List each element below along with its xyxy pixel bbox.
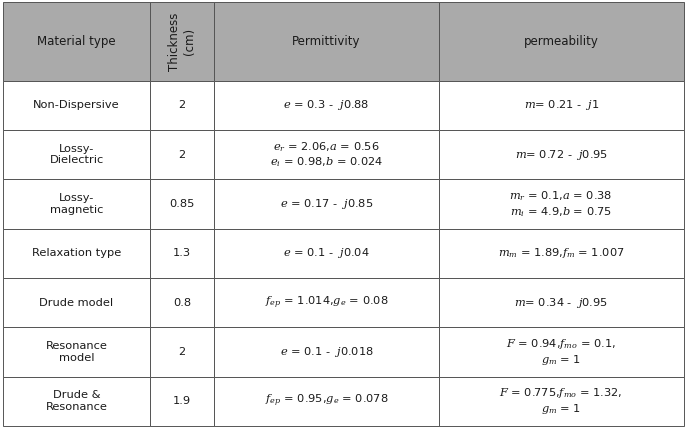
Text: 0.85: 0.85 <box>169 199 194 209</box>
Bar <box>439 377 684 426</box>
Bar <box>3 377 150 426</box>
Bar <box>439 80 684 130</box>
Text: 0.8: 0.8 <box>173 297 191 308</box>
Text: $m_m$ = 1.89,$f_m$ = 1.007: $m_m$ = 1.89,$f_m$ = 1.007 <box>498 246 624 260</box>
Text: $e_r$ = 2.06,$a$ = 0.56
$e_i$ = 0.98,$b$ = 0.024: $e_r$ = 2.06,$a$ = 0.56 $e_i$ = 0.98,$b$… <box>270 140 383 169</box>
Bar <box>439 130 684 179</box>
Text: $F$ = 0.94,$f_{mo}$ = 0.1,
$g_m$ = 1: $F$ = 0.94,$f_{mo}$ = 0.1, $g_m$ = 1 <box>506 337 616 367</box>
Text: Material type: Material type <box>37 35 116 48</box>
Bar <box>439 2 684 80</box>
Text: $m$= 0.72 -  $j$0.95: $m$= 0.72 - $j$0.95 <box>515 148 608 161</box>
Bar <box>150 2 214 80</box>
Text: 1.3: 1.3 <box>173 248 191 258</box>
Text: Thickness
(cm): Thickness (cm) <box>168 12 196 71</box>
Text: Resonance
model: Resonance model <box>45 341 107 363</box>
Bar <box>150 377 214 426</box>
Text: Drude &
Resonance: Drude & Resonance <box>45 390 107 412</box>
Text: 2: 2 <box>179 149 185 160</box>
Bar <box>214 130 439 179</box>
Text: $m_r$ = 0.1,$a$ = 0.38
$m_i$ = 4.9,$b$ = 0.75: $m_r$ = 0.1,$a$ = 0.38 $m_i$ = 4.9,$b$ =… <box>510 189 613 219</box>
Text: permeability: permeability <box>523 35 598 48</box>
Bar <box>214 229 439 278</box>
Text: $e$ = 0.17 -  $j$0.85: $e$ = 0.17 - $j$0.85 <box>280 197 373 211</box>
Bar <box>439 327 684 377</box>
Bar <box>214 327 439 377</box>
Text: Permittivity: Permittivity <box>292 35 361 48</box>
Bar <box>150 278 214 327</box>
Bar <box>150 179 214 229</box>
Bar <box>150 80 214 130</box>
Text: 1.9: 1.9 <box>173 396 191 406</box>
Bar <box>214 377 439 426</box>
Text: $m$= 0.21 -  $j$1: $m$= 0.21 - $j$1 <box>523 98 599 112</box>
Text: $e$ = 0.3 -  $j$0.88: $e$ = 0.3 - $j$0.88 <box>283 98 370 112</box>
Bar <box>3 229 150 278</box>
Text: 2: 2 <box>179 347 185 357</box>
Text: $f_{ep}$ = 1.014,$g_e$ = 0.08: $f_{ep}$ = 1.014,$g_e$ = 0.08 <box>264 294 388 311</box>
Text: $f_{ep}$ = 0.95,$g_e$ = 0.078: $f_{ep}$ = 0.95,$g_e$ = 0.078 <box>264 393 388 410</box>
Text: $m$= 0.34 -  $j$0.95: $m$= 0.34 - $j$0.95 <box>514 295 608 309</box>
Bar <box>214 278 439 327</box>
Text: Drude model: Drude model <box>39 297 113 308</box>
Text: Non-Dispersive: Non-Dispersive <box>33 100 120 110</box>
Bar <box>214 80 439 130</box>
Text: $e$ = 0.1 -  $j$0.04: $e$ = 0.1 - $j$0.04 <box>283 246 370 260</box>
Text: $F$ = 0.775,$f_{mo}$ = 1.32,
$g_m$ = 1: $F$ = 0.775,$f_{mo}$ = 1.32, $g_m$ = 1 <box>499 386 623 416</box>
Bar <box>439 278 684 327</box>
Bar <box>150 130 214 179</box>
Text: $e$ = 0.1 -  $j$0.018: $e$ = 0.1 - $j$0.018 <box>280 345 374 359</box>
Text: Relaxation type: Relaxation type <box>32 248 121 258</box>
Bar <box>150 327 214 377</box>
Bar <box>3 179 150 229</box>
Bar <box>214 2 439 80</box>
Text: 2: 2 <box>179 100 185 110</box>
Bar <box>3 80 150 130</box>
Bar <box>439 229 684 278</box>
Bar <box>3 2 150 80</box>
Bar <box>439 179 684 229</box>
Bar <box>150 229 214 278</box>
Bar <box>3 327 150 377</box>
Bar <box>214 179 439 229</box>
Bar <box>3 278 150 327</box>
Bar <box>3 130 150 179</box>
Text: Lossy-
magnetic: Lossy- magnetic <box>50 193 103 215</box>
Text: Lossy-
Dielectric: Lossy- Dielectric <box>49 144 104 165</box>
